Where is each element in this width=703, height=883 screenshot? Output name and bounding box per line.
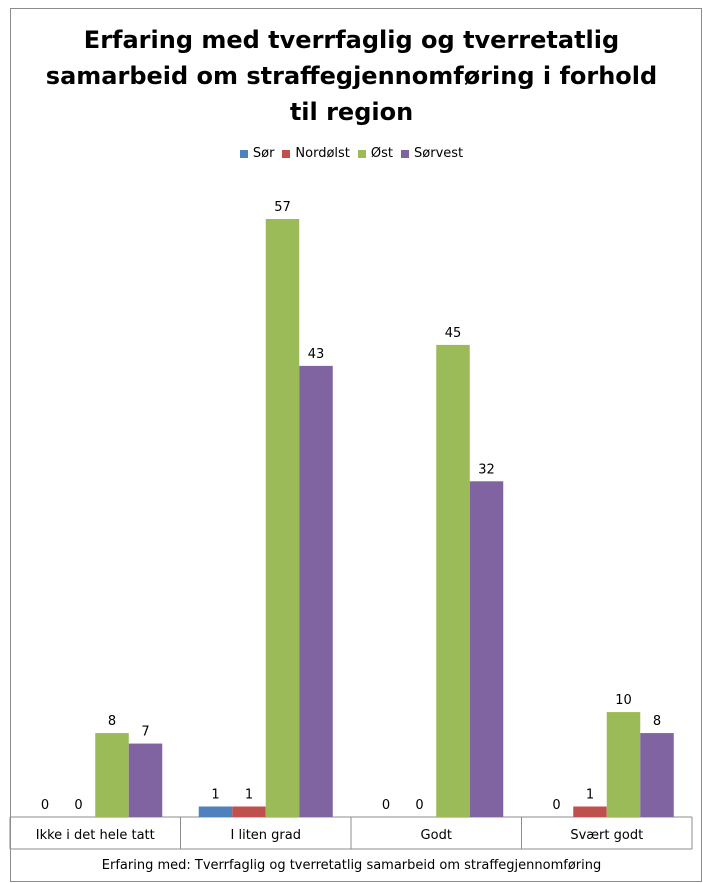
legend-item-3: Sørvest [401,146,463,161]
bar-3-2 [606,712,641,817]
bar-1-3 [299,365,333,817]
bar-0-3 [128,743,163,817]
category-label-3: Svært godt [570,828,643,843]
data-label-3-1: 1 [586,788,594,803]
data-label-2-2: 45 [445,326,462,341]
legend-label-0: Sør [252,146,275,161]
legend-item-0: Sør [239,146,275,161]
legend-item-1: Nordølst [282,146,350,161]
legend-label-2: Øst [370,146,394,161]
bar-1-2 [265,219,300,817]
data-label-0-0: 0 [41,798,49,813]
legend-item-2: Øst [357,146,394,161]
data-label-3-0: 0 [552,798,560,813]
category-label-2: Godt [421,828,452,843]
legend-swatch-0 [239,149,248,158]
data-label-1-0: 1 [211,788,219,803]
x-axis-title: Erfaring med: Tverrfaglig og tverretatli… [101,858,602,873]
bar-1-1 [232,806,266,817]
bar-3-1 [573,806,607,817]
data-label-0-3: 7 [141,725,149,740]
data-label-2-0: 0 [382,798,390,813]
data-label-3-2: 10 [615,693,632,708]
chart-legend: Sør Nordølst Øst Sørvest [0,146,703,161]
legend-label-3: Sørvest [414,146,464,161]
data-label-1-2: 57 [274,200,291,215]
bar-2-3 [469,481,504,817]
bar-0-2 [95,733,129,817]
legend-swatch-2 [357,149,366,158]
data-label-1-3: 43 [308,347,325,362]
chart-title: Erfaring med tverrfaglig og tverretatlig… [45,26,658,126]
bar-1-0 [198,806,233,817]
data-label-0-1: 0 [74,798,82,813]
legend-swatch-1 [282,149,291,158]
data-label-3-3: 8 [653,714,661,729]
legend-label-1: Nordølst [295,146,350,161]
data-label-0-2: 8 [108,714,116,729]
category-label-0: Ikke i det hele tatt [36,828,155,843]
bar-2-2 [436,344,470,817]
category-label-1: I liten grad [231,828,301,843]
bar-3-3 [640,733,674,817]
data-label-2-1: 0 [415,798,423,813]
data-label-2-3: 32 [478,462,495,477]
legend-swatch-3 [401,149,410,158]
data-label-1-1: 1 [245,788,253,803]
